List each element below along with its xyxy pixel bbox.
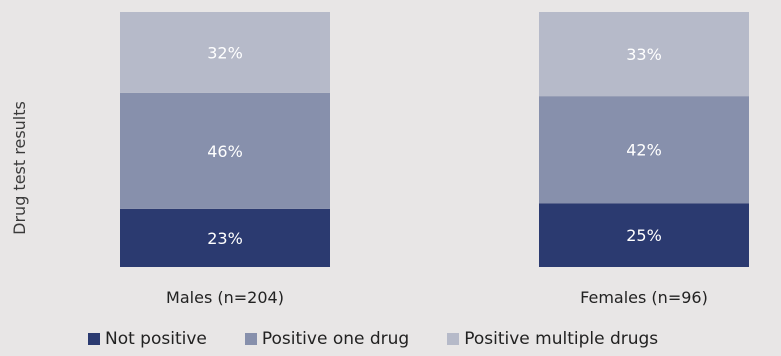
legend-swatch-positive-multiple-drugs <box>447 333 460 345</box>
legend-item-positive-one-drug: Positive one drug <box>244 329 410 349</box>
data-label-positive-multiple-drugs-0: 32% <box>207 43 243 62</box>
bar-segment-positive-one-drug-0 <box>120 92 330 209</box>
category-labels-group: Males (n=204) Females (n=96) <box>166 288 708 307</box>
bars-group <box>120 12 749 267</box>
category-label-0: Males (n=204) <box>166 288 284 307</box>
legend-label-positive-multiple-drugs: Positive multiple drugs <box>464 329 659 349</box>
category-label-1: Females (n=96) <box>580 288 708 307</box>
legend-label-not-positive: Not positive <box>105 329 207 349</box>
legend-item-not-positive: Not positive <box>88 329 207 349</box>
legend-label-positive-one-drug: Positive one drug <box>261 329 410 349</box>
legend-swatch-not-positive <box>88 333 100 345</box>
data-label-not-positive-1: 25% <box>626 226 662 245</box>
legend: Not positive Positive one drug Positive … <box>88 329 658 349</box>
data-label-positive-multiple-drugs-1: 33% <box>626 45 662 64</box>
bar-segment-not-positive-1 <box>539 203 749 267</box>
y-axis-label: Drug test results <box>10 101 29 235</box>
bar-segment-positive-multiple-drugs-0 <box>120 12 330 93</box>
bar-segment-positive-multiple-drugs-1 <box>539 12 749 97</box>
legend-swatch-positive-one-drug <box>244 333 257 345</box>
bar-segment-not-positive-0 <box>120 208 330 267</box>
data-label-positive-one-drug-0: 46% <box>207 142 243 161</box>
segment-labels-group: 23% 46% 32% 25% 42% 33% <box>207 43 662 248</box>
legend-item-positive-multiple-drugs: Positive multiple drugs <box>447 329 658 349</box>
data-label-not-positive-0: 23% <box>207 229 243 248</box>
data-label-positive-one-drug-1: 42% <box>626 141 662 160</box>
bar-segment-positive-one-drug-1 <box>539 96 749 204</box>
